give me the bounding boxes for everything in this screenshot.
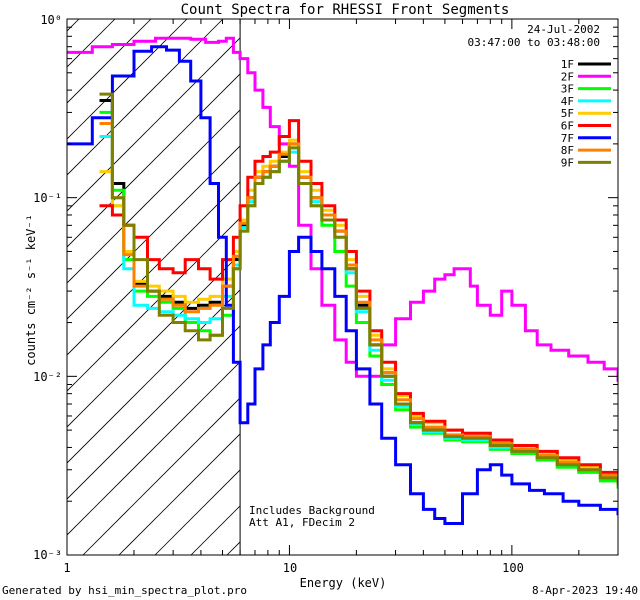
hatch-line (67, 253, 241, 428)
legend-label-8f: 8F (561, 144, 574, 157)
y-tick-label: 10⁻¹ (33, 191, 62, 205)
plot-frame (66, 18, 619, 556)
axis-ticks (66, 19, 619, 556)
series-line-2f (67, 36, 618, 382)
generator-footer: Generated by hsi_min_spectra_plot.pro (2, 584, 247, 597)
timestamp-footer: 8-Apr-2023 19:40 (532, 584, 638, 597)
series-line-6f (99, 119, 618, 480)
date-label: 24-Jul-2002 (527, 23, 600, 36)
hatch-line (67, 37, 241, 212)
time-range-label: 03:47:00 to 03:48:00 (468, 36, 600, 49)
series-line-4f (99, 135, 618, 486)
series-layer (67, 36, 618, 525)
y-axis-label: counts cm⁻² s⁻¹ keV⁻¹ (24, 214, 38, 366)
series-line-5f (99, 138, 618, 483)
series-line-7f (67, 45, 618, 525)
hatch-line (67, 19, 188, 140)
hatch-line (67, 325, 241, 500)
hatch-line (67, 217, 241, 392)
x-tick-label: 1 (63, 561, 70, 575)
legend-label-7f: 7F (561, 132, 574, 145)
x-tick-label: 10 (283, 561, 297, 575)
x-axis-label: Energy (keV) (300, 576, 387, 590)
hatch-line (67, 19, 116, 68)
series-line-3f (99, 110, 618, 489)
background-annotation: Includes Background (249, 504, 375, 517)
legend-label-6f: 6F (561, 120, 574, 133)
legend-label-2f: 2F (561, 70, 574, 83)
y-tick-label: 10⁻² (33, 370, 62, 384)
chart-title: Count Spectra for RHESSI Front Segments (181, 2, 510, 18)
series-line-8f (99, 122, 618, 483)
shaded-region-hatching (67, 19, 241, 555)
hatch-line (118, 433, 241, 555)
hatch-line (67, 145, 241, 320)
y-tick-label: 10⁰ (40, 13, 62, 27)
hatch-line (67, 109, 241, 284)
hatch-line (67, 73, 241, 248)
y-tick-label: 10⁻³ (33, 548, 62, 562)
series-line-9f (99, 92, 618, 486)
hatch-line (67, 19, 224, 176)
x-tick-label: 100 (502, 561, 524, 575)
attenuator-annotation: Att A1, FDecim 2 (249, 516, 355, 529)
legend-label-3f: 3F (561, 83, 574, 96)
hatch-line (82, 397, 241, 555)
legend-label-1f: 1F (561, 58, 574, 71)
legend-label-9f: 9F (561, 156, 574, 169)
hatch-line (67, 361, 241, 536)
legend-label-5f: 5F (561, 107, 574, 120)
legend-label-4f: 4F (561, 95, 574, 108)
hatch-line (67, 19, 152, 104)
